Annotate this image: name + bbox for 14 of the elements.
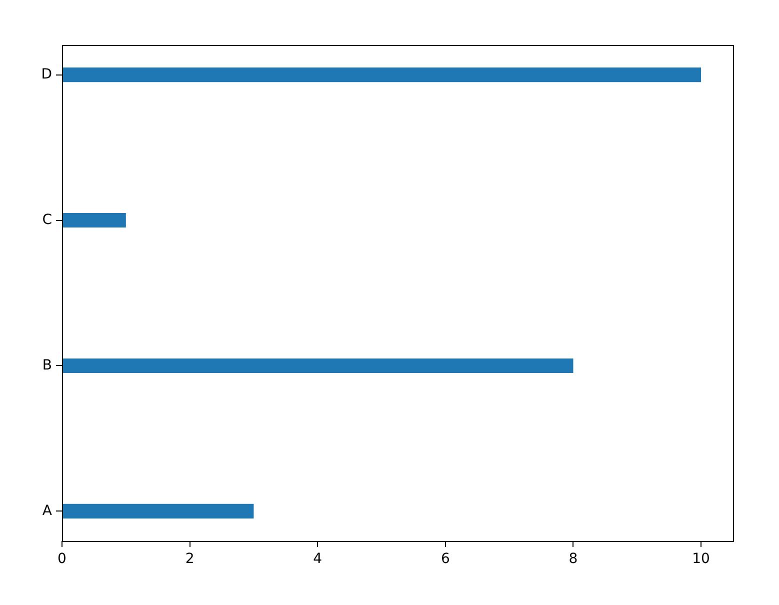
y-tick-label: C xyxy=(42,212,52,228)
y-tick-label: D xyxy=(41,66,52,82)
x-tick-label: 10 xyxy=(692,551,710,568)
y-tick-label: A xyxy=(42,502,52,519)
bar xyxy=(62,213,126,228)
x-tick-label: 2 xyxy=(185,551,194,568)
y-tick-label: B xyxy=(42,357,52,374)
x-tick-label: 0 xyxy=(58,551,66,568)
bar xyxy=(62,68,702,82)
bar xyxy=(62,504,254,518)
x-tick-label: 6 xyxy=(440,551,450,568)
x-tick-label: 4 xyxy=(313,551,322,568)
bar xyxy=(62,358,574,373)
x-tick-label: 8 xyxy=(568,551,578,568)
